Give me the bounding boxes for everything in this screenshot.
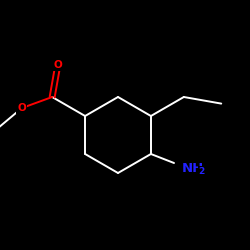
- Text: O: O: [18, 103, 26, 113]
- Text: 2: 2: [198, 166, 204, 175]
- Text: NH: NH: [182, 162, 204, 174]
- Text: O: O: [54, 60, 62, 70]
